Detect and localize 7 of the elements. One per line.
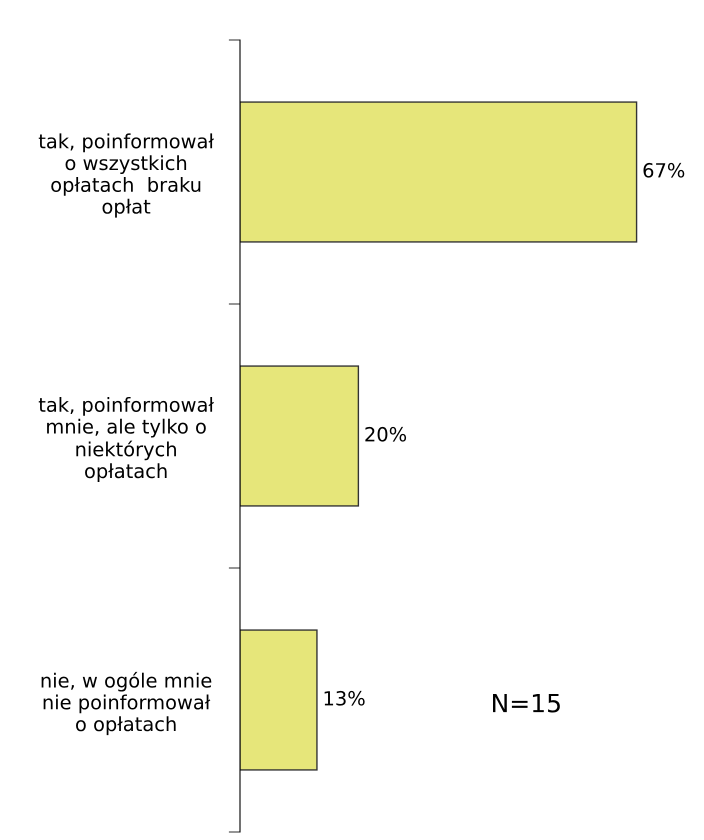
data-label: 67% — [643, 162, 684, 178]
y-tick-label: nie, w ogóle mnie nie poinformował o opłatach — [42, 672, 212, 736]
data-label: 13% — [324, 690, 365, 706]
y-tick-label: tak, poinformował mnie, ale tylko o niektórych opłatach — [38, 396, 214, 482]
data-label: 20% — [365, 426, 406, 442]
y-tick-label: tak, poinformował o wszystkich opłatach braku opłat — [38, 133, 214, 218]
annotation: N=15 — [493, 694, 560, 713]
